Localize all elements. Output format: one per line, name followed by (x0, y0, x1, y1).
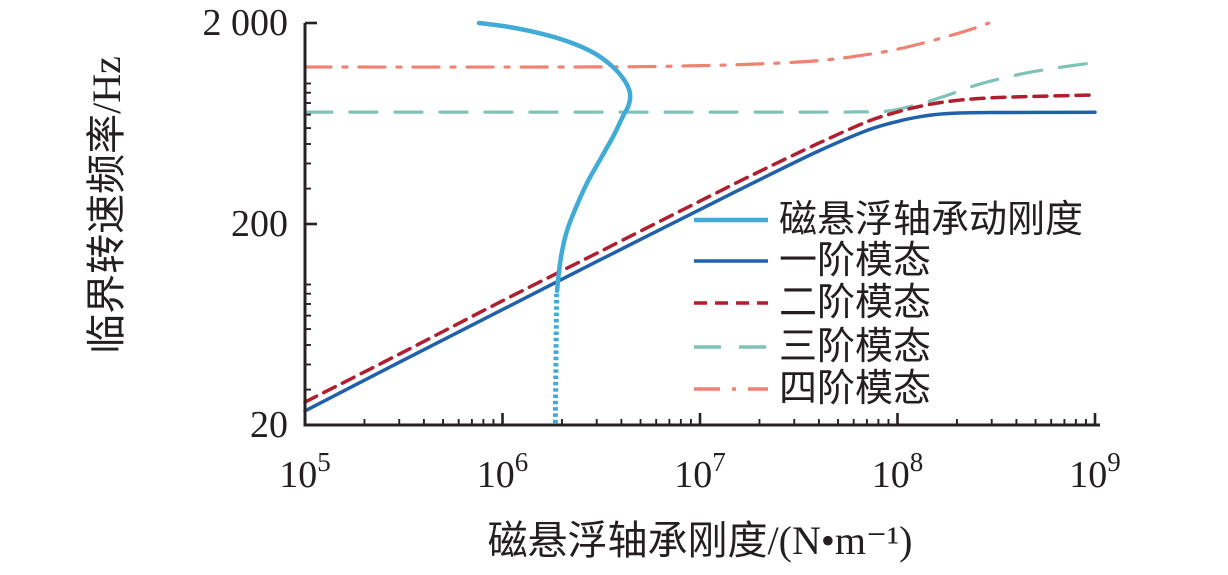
series-line-dynamic-stiffness-dotted-tail (552, 293, 560, 426)
series-line-mode-2 (303, 93, 1097, 404)
legend-label-dynamic-stiffness: 磁悬浮轴承动刚度 (779, 199, 1083, 241)
series-lines (303, 20, 1097, 426)
y-tick-label-20: 20 (250, 404, 288, 446)
legend-label-mode-2: 二阶模态 (779, 282, 931, 324)
x-tick-label: 105 (279, 447, 331, 496)
legend-label-mode-4: 四阶模态 (779, 368, 931, 410)
series-line-mode-4 (303, 21, 991, 69)
series-line-dynamic-stiffness (476, 20, 633, 294)
legend-label-mode-1: 一阶模态 (779, 240, 931, 282)
legend-label-mode-3: 三阶模态 (779, 326, 931, 368)
y-axis-label: 临界转速频率/Hz (84, 56, 129, 354)
x-tick-label: 108 (872, 447, 924, 496)
x-axis-label: 磁悬浮轴承刚度/(N•m⁻¹) (488, 518, 913, 563)
x-tick-label: 109 (1069, 447, 1121, 496)
series-line-mode-3 (303, 60, 1097, 114)
axes (303, 21, 1100, 427)
y-tick-label-200: 200 (231, 203, 288, 245)
series-line-mode-1 (303, 110, 1097, 413)
x-tick-labels: 105 106 107 108 109 (279, 447, 1121, 496)
y-tick-label-2000: 2 000 (203, 2, 289, 44)
x-tick-label: 107 (674, 447, 726, 496)
x-tick-label: 106 (477, 447, 529, 496)
